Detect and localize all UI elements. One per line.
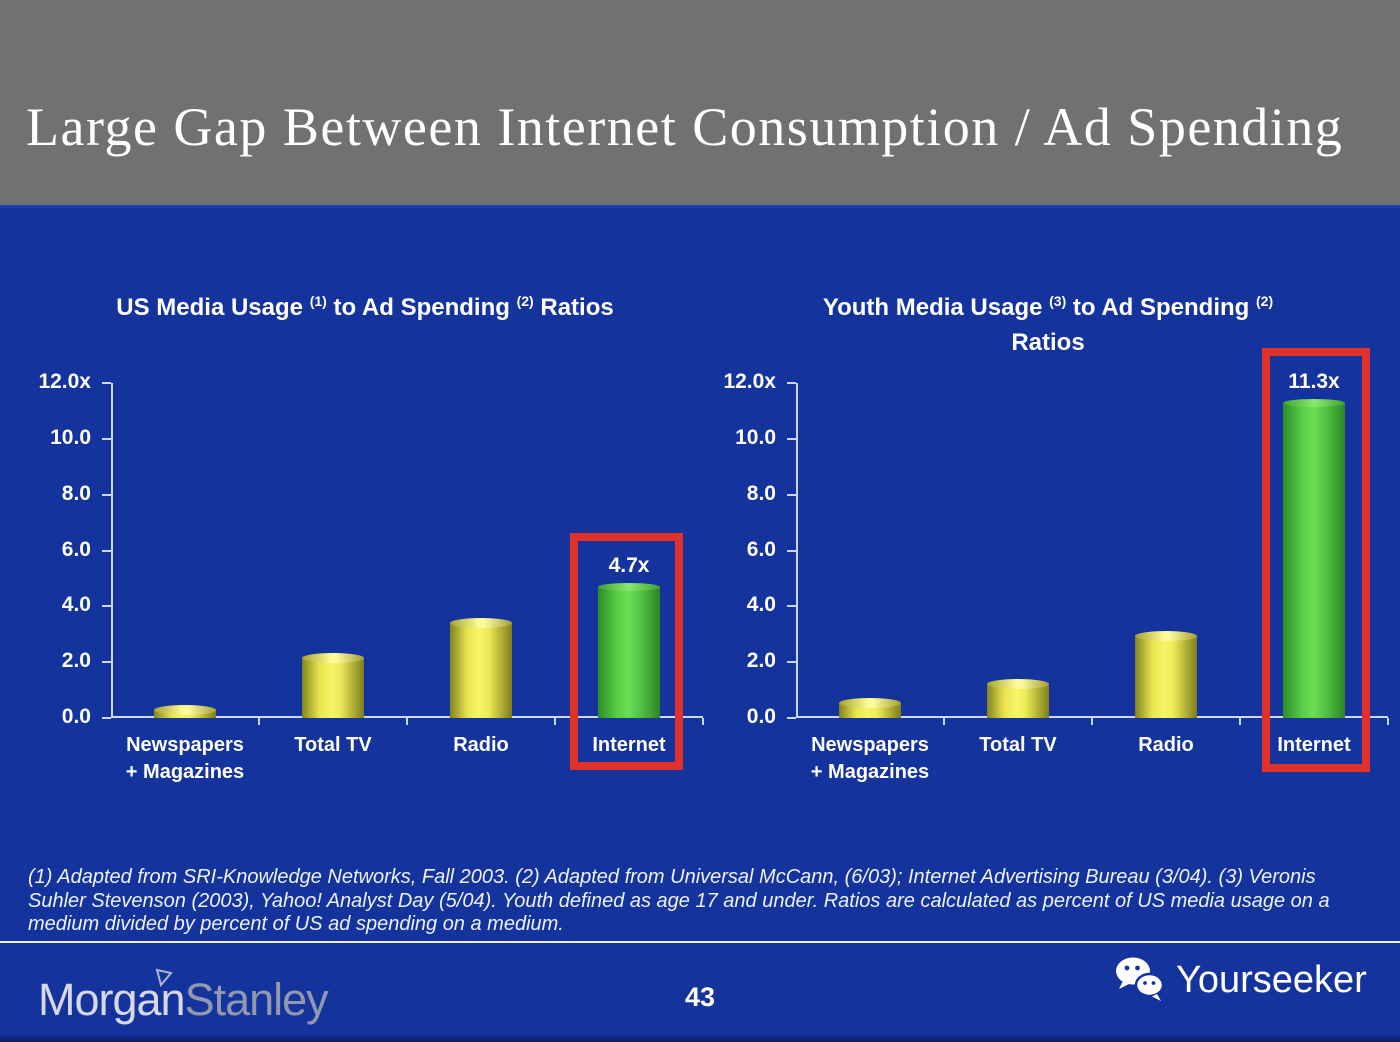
- y-axis-tick: [102, 549, 111, 552]
- y-axis-tick: [787, 549, 796, 552]
- y-axis-label: 4.0: [746, 593, 776, 617]
- y-axis-tick: [102, 661, 111, 664]
- triangle-icon: [155, 968, 173, 988]
- bar-total-tv: [302, 653, 364, 718]
- x-axis-tick: [554, 718, 556, 725]
- title-text: to Ad Spending: [326, 294, 517, 321]
- y-axis-label: 8.0: [61, 481, 91, 505]
- slide-header: Large Gap Between Internet Consumption /…: [0, 0, 1400, 205]
- y-axis-label: 2.0: [746, 649, 776, 673]
- y-axis-label: 6.0: [61, 537, 91, 561]
- chart-title-left: US Media Usage (1) to Ad Spending (2) Ra…: [60, 290, 670, 325]
- bar-radio: [450, 618, 512, 718]
- x-axis-tick: [702, 718, 704, 725]
- category-label: Newspapers + Magazines: [125, 734, 245, 783]
- y-axis-tick: [787, 661, 796, 664]
- y-axis-tick: [787, 605, 796, 608]
- title-text: to Ad Spending: [1066, 294, 1256, 321]
- category-label: Total TV: [979, 734, 1057, 756]
- y-axis-label: 8.0: [746, 481, 776, 505]
- title-superscript: (1): [309, 293, 327, 309]
- x-axis-tick: [1387, 718, 1389, 725]
- y-axis-label: 12.0x: [38, 370, 91, 393]
- x-axis-tick: [1091, 718, 1093, 725]
- page-number: 43: [684, 982, 716, 1012]
- y-axis-label: 4.0: [61, 593, 91, 617]
- wechat-icon: [1116, 957, 1165, 1001]
- x-axis-tick: [943, 718, 945, 725]
- category-label: Total TV: [294, 734, 372, 756]
- y-axis-tick: [102, 493, 111, 496]
- bar-total-tv: [987, 679, 1049, 718]
- y-axis-tick: [787, 717, 796, 719]
- chart-title-right: Youth Media Usage (3) to Ad Spending (2)…: [760, 290, 1336, 360]
- y-axis-label: 2.0: [61, 649, 91, 673]
- y-axis-label: 6.0: [746, 537, 776, 561]
- title-text: Youth Media Usage: [822, 294, 1050, 321]
- y-axis-tick: [102, 605, 111, 608]
- y-axis-tick: [102, 382, 111, 384]
- category-label: Radio: [1138, 734, 1194, 756]
- category-label: Radio: [453, 734, 509, 756]
- bar-newspapers: [154, 705, 216, 718]
- footnote: (1) Adapted from SRI-Knowledge Networks,…: [28, 866, 1330, 935]
- header-divider: [0, 205, 1400, 208]
- bottom-shade: [0, 1034, 1400, 1042]
- x-axis-tick: [406, 718, 408, 725]
- category-label: Newspapers + Magazines: [810, 734, 930, 783]
- footer-separator-line: [0, 941, 1400, 943]
- title-text: US Media Usage: [116, 294, 310, 321]
- y-axis-label: 10.0: [735, 425, 776, 449]
- title-text: Ratios: [533, 294, 614, 321]
- title-text: Ratios: [1011, 329, 1085, 356]
- internet-highlight-box-left: [570, 533, 683, 770]
- slide-title: Large Gap Between Internet Consumption /…: [26, 97, 1344, 157]
- morgan-stanley-logo: MorganStanley: [38, 968, 329, 1030]
- title-superscript: (2): [1256, 293, 1274, 309]
- y-axis-tick: [787, 382, 796, 384]
- title-superscript: (3): [1049, 293, 1067, 309]
- y-axis-label: 12.0x: [723, 370, 776, 393]
- y-axis-tick: [787, 437, 796, 440]
- x-axis-tick: [1239, 718, 1241, 725]
- bar-newspapers: [839, 698, 901, 718]
- brand-stanley: Stanley: [184, 974, 329, 1025]
- watermark-label: Yourseeker: [1176, 959, 1367, 1001]
- y-axis-tick: [787, 493, 796, 496]
- title-superscript: (2): [516, 293, 534, 309]
- y-axis-label: 0.0: [61, 705, 91, 728]
- y-axis-tick: [102, 437, 111, 440]
- internet-highlight-box-right: [1262, 348, 1370, 772]
- y-axis-tick: [102, 717, 111, 719]
- bar-radio: [1135, 631, 1197, 718]
- y-axis-label: 0.0: [746, 705, 776, 728]
- y-axis-label: 10.0: [50, 425, 91, 449]
- x-axis-tick: [258, 718, 260, 725]
